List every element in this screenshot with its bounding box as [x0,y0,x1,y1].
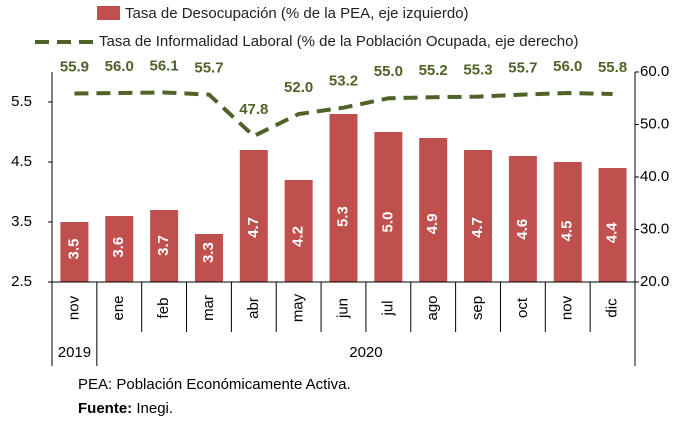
line [74,90,613,139]
y-tick-label: 4.5 [11,153,32,170]
bar [419,138,448,282]
bar [150,210,179,282]
x-tick-label: may [290,293,307,322]
line-value-label: 55.7 [508,60,537,77]
line-value-label: 56.0 [553,58,582,75]
bar-value-label: 4.6 [514,219,531,240]
x-tick-label: mar [200,295,217,321]
bar-value-label: 5.3 [334,206,351,227]
y2-tick-label: 30.0 [640,220,669,237]
y2-tick-label: 40.0 [640,168,669,185]
bar [105,216,134,282]
line-value-label: 56.1 [150,57,179,74]
bar-value-label: 4.7 [469,217,486,238]
bar [284,180,313,282]
legend-label: Tasa de Informalidad Laboral (% de la Po… [99,33,578,50]
source: Fuente: Inegi. [78,400,173,417]
line-value-label: 55.0 [374,63,403,80]
bar [553,162,582,282]
bar-value-label: 4.9 [424,213,441,234]
bar [329,114,358,282]
x-tick-label: nov [559,295,576,320]
y-tick-label: 3.5 [11,213,32,230]
bar-value-label: 3.7 [155,235,172,256]
line-value-label: 55.2 [419,62,448,79]
bar-value-label: 3.3 [200,242,217,263]
x-tick-label: dic [604,298,621,318]
x-tick-label: ene [110,295,127,320]
bar-value-label: 5.0 [379,212,396,233]
x-tick-label: feb [155,298,172,319]
legend-label: Tasa de Desocupación (% de la PEA, eje i… [125,5,469,22]
bar [194,234,223,282]
line-value-label: 55.3 [463,62,492,79]
x-tick-label: nov [65,295,82,320]
line-value-label: 55.9 [60,58,89,75]
note: PEA: Población Económicamente Activa. [78,376,351,393]
group-label: 2019 [58,344,91,361]
x-tick-label: abr [245,297,262,319]
x-tick-label: jun [334,298,351,319]
line-value-label: 55.8 [598,59,627,76]
y-tick-label: 2.5 [11,273,32,290]
x-tick-label: sep [469,296,486,320]
x-tick-label: jul [379,300,396,316]
source-text: Inegi. [136,400,173,417]
line-value-label: 56.0 [105,58,134,75]
bar [598,168,627,282]
y2-tick-label: 60.0 [640,63,669,80]
bar-value-label: 4.2 [290,226,307,247]
bar [508,156,537,282]
bar [60,222,89,282]
bar-value-label: 4.7 [245,217,262,238]
legend-swatch-bar [97,6,120,20]
bar [374,132,403,282]
bar-value-label: 4.4 [604,222,621,244]
bar-value-label: 4.5 [559,221,576,242]
bar-value-label: 3.5 [65,239,82,260]
bar [239,150,268,282]
line-value-label: 47.8 [239,101,268,118]
line-value-label: 52.0 [284,79,313,96]
line-value-label: 53.2 [329,73,358,90]
x-tick-label: oct [514,297,531,318]
bar-value-label: 3.6 [110,237,127,258]
bar [464,150,493,282]
x-tick-label: ago [424,295,441,320]
y-tick-label: 5.5 [11,93,32,110]
source-label: Fuente: [78,400,132,417]
group-label: 2020 [349,344,382,361]
y2-tick-label: 50.0 [640,115,669,132]
y2-tick-label: 20.0 [640,273,669,290]
line-value-label: 55.7 [194,60,223,77]
